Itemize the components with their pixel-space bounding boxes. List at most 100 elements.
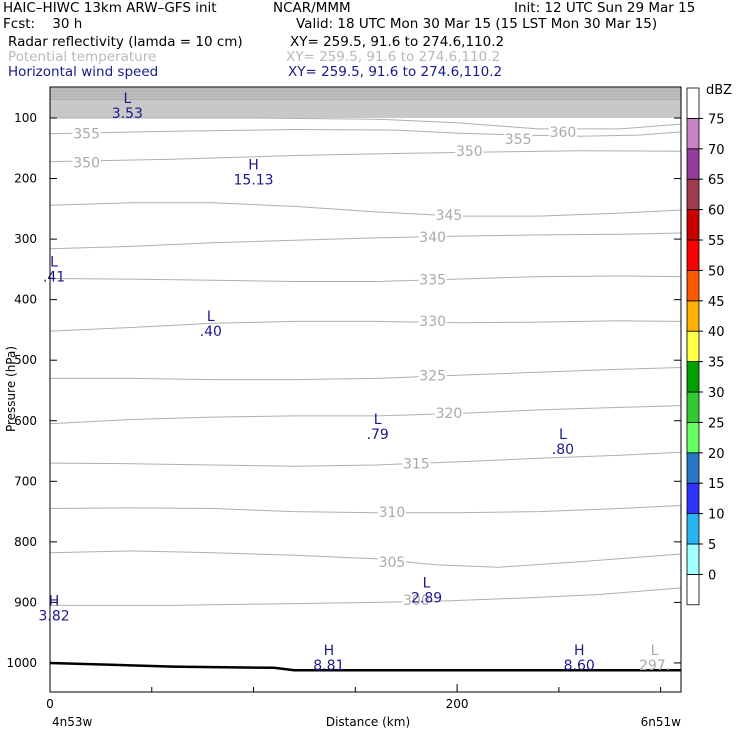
colorbar-level-label: 10 [708, 508, 725, 523]
contour-label: 350 [456, 144, 483, 160]
colorbar-level-label: 70 [708, 143, 725, 158]
field1-xy: XY= 259.5, 91.6 to 274.6,110.2 [290, 34, 505, 50]
colorbar-level-label: 60 [708, 204, 725, 219]
field2-xy: XY= 259.5, 91.6 to 274.6,110.2 [286, 49, 501, 65]
colorbar-swatch [686, 118, 700, 150]
wind-extremum-type: L [374, 412, 382, 428]
contour-label-bg [418, 313, 447, 329]
colorbar-level-label: 0 [708, 568, 716, 583]
theta-contour-360 [50, 117, 682, 130]
contour-label: 340 [419, 230, 446, 246]
wind-extremum-type: L [207, 309, 215, 325]
theta-contour-335 [49, 275, 682, 282]
wind-extremum-type: H [324, 643, 335, 659]
theta-contour-340 [49, 232, 682, 250]
wind-extremum-value: 3.53 [112, 106, 143, 122]
colorbar-swatch [686, 361, 700, 393]
upper-shaded-region [50, 87, 681, 118]
terrain-surface [49, 661, 681, 672]
wind-extremum-value: 8.81 [313, 658, 344, 674]
contour-label: 355 [73, 126, 100, 142]
field2-name: Potential temperature [8, 49, 157, 65]
field3-name: Horizontal wind speed [8, 64, 159, 80]
colorbar-level-label: 40 [708, 325, 725, 340]
y-axis-label: Pressure (hPa) [4, 346, 18, 432]
forecast-hour: Fcst: 30 h [3, 16, 83, 32]
contour-label: 360 [550, 125, 577, 141]
y-tick-label: 500 [14, 353, 37, 367]
wind-extremum-value: 2.89 [411, 590, 442, 606]
wind-extremum-type: L [50, 254, 58, 270]
y-tick-label: 700 [14, 474, 37, 488]
theta-contour-300 [50, 587, 682, 606]
colorbar-swatch [686, 239, 700, 271]
colorbar-swatch [686, 421, 700, 454]
colorbar-swatch [686, 513, 700, 545]
field3-xy: XY= 259.5, 91.6 to 274.6,110.2 [288, 64, 503, 80]
y-tick-label: 200 [14, 172, 37, 186]
theta-contour-305 [49, 550, 682, 568]
contour-label-bg [72, 154, 101, 170]
contour-label: 300 [403, 593, 430, 609]
y-tick-label: 100 [14, 111, 37, 125]
colorbar-swatch [686, 330, 700, 363]
wind-extremum-value: 3.82 [38, 608, 69, 624]
model-title: HAIC–HIWC 13km ARW–GFS init [3, 0, 217, 16]
colorbar-level-label: 5 [708, 538, 716, 553]
contour-label-bg [434, 405, 463, 421]
contour-label-bg [418, 367, 447, 383]
x-start-location: 4n53w [52, 715, 93, 729]
contour-label: 355 [505, 132, 532, 148]
wind-extremum-value: .41 [43, 269, 65, 285]
y-tick-label: 600 [14, 414, 37, 428]
wind-extremum-type: L [423, 575, 431, 591]
colorbar-level-label: 55 [708, 234, 725, 249]
colorbar-swatch [686, 148, 700, 180]
contour-label-bg [402, 592, 431, 608]
y-tick-label: 1000 [6, 656, 37, 670]
colorbar-swatch [686, 269, 700, 302]
contour-label: 310 [379, 505, 406, 521]
x-axis-label: Distance (km) [326, 715, 410, 729]
colorbar-level-label: 75 [708, 112, 725, 127]
contour-label: 305 [379, 555, 406, 571]
contour-label-bg [548, 124, 577, 140]
colorbar-swatch [686, 574, 700, 606]
theta-contour-325 [50, 367, 682, 381]
theta-contour-315 [49, 451, 682, 467]
colorbar-swatch [686, 178, 700, 210]
theta-contour-345 [49, 202, 682, 217]
contour-label: 320 [436, 406, 463, 422]
init-time: Init: 12 UTC Sun 29 Mar 15 [514, 0, 696, 16]
contour-label-bg [504, 130, 533, 146]
wind-extremum-value: 297. [639, 658, 670, 674]
colorbar-swatch [686, 543, 700, 575]
reflectivity-colorbar: 0 5 10 15 20 25 30 35 40 45 50 55 60 65 70 75 [686, 87, 725, 606]
theta-contour-355 [49, 128, 682, 137]
colorbar-level-label: 50 [708, 264, 725, 279]
contour-label-bg [377, 503, 406, 519]
contour-label: 330 [419, 314, 446, 330]
colorbar-level-label: 35 [708, 356, 725, 371]
colorbar-swatch [686, 300, 700, 332]
colorbar-swatch [686, 482, 700, 515]
contour-label: 335 [419, 272, 446, 288]
colorbar-level-label: 30 [708, 386, 725, 401]
wind-extremum-type: L [559, 427, 567, 443]
wind-extremum-type: L [651, 643, 659, 659]
y-tick-label: 800 [14, 535, 37, 549]
contour-label-bg [434, 207, 463, 223]
colorbar-unit: dBZ [706, 83, 732, 98]
contour-label-bg [402, 455, 431, 471]
contour-label-bg [72, 125, 101, 141]
theta-contour-310 [49, 505, 682, 514]
colorbar-swatch [686, 209, 700, 241]
wind-extremum-value: 15.13 [234, 172, 274, 188]
theta-contour-350 [49, 150, 682, 163]
contour-label: 345 [436, 208, 463, 224]
contour-label-bg [455, 142, 484, 158]
colorbar-swatch [686, 452, 700, 484]
wind-extremum-type: H [248, 157, 259, 173]
contour-label: 350 [73, 155, 100, 171]
